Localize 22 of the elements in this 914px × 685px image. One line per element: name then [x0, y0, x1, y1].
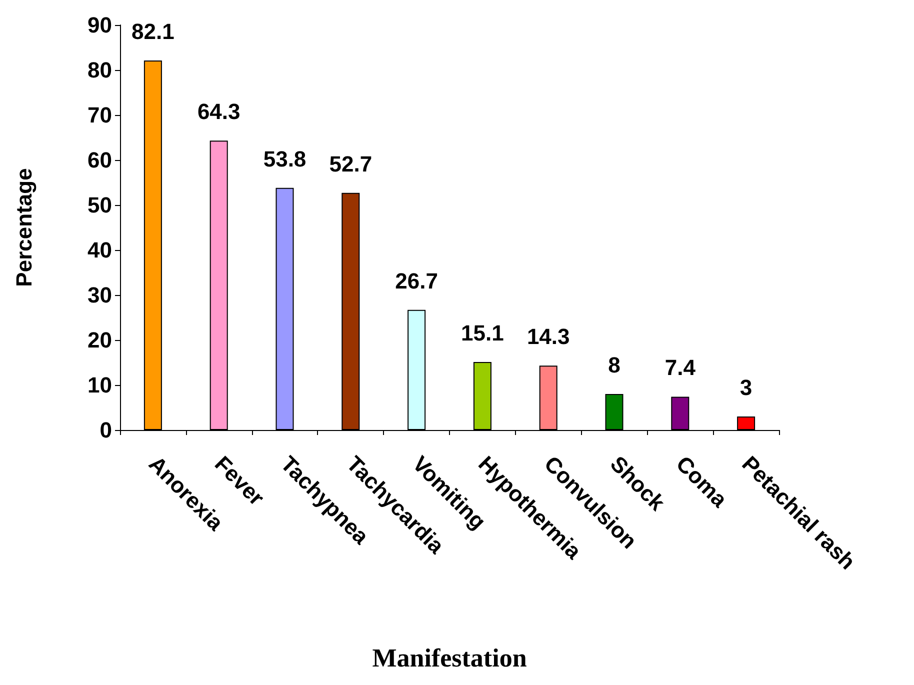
data-label: 64.3	[197, 99, 240, 124]
y-tick-label: 40	[88, 238, 112, 262]
y-tick-label: 10	[88, 372, 112, 398]
x-axis-title: Manifestation	[372, 644, 528, 672]
y-tick-label: 30	[88, 282, 112, 308]
y-tick-label: 90	[88, 12, 112, 38]
y-tick-label: 0	[100, 418, 112, 442]
data-label: 52.7	[329, 151, 372, 176]
data-label: 8	[608, 352, 620, 378]
y-tick-label: 80	[88, 58, 112, 82]
data-label: 53.8	[263, 146, 306, 172]
data-label: 26.7	[395, 268, 438, 294]
y-tick-label: 20	[88, 328, 112, 352]
data-label: 82.1	[132, 19, 174, 44]
y-tick-label: 60	[88, 148, 112, 172]
y-axis-title: Percentage	[12, 168, 36, 287]
data-label: 3	[740, 375, 752, 400]
data-label: 7.4	[664, 355, 696, 380]
data-label: 15.1	[461, 320, 504, 346]
data-label: 14.3	[526, 324, 570, 350]
y-tick-label: 50	[88, 192, 112, 218]
y-tick-label: 70	[88, 102, 112, 128]
